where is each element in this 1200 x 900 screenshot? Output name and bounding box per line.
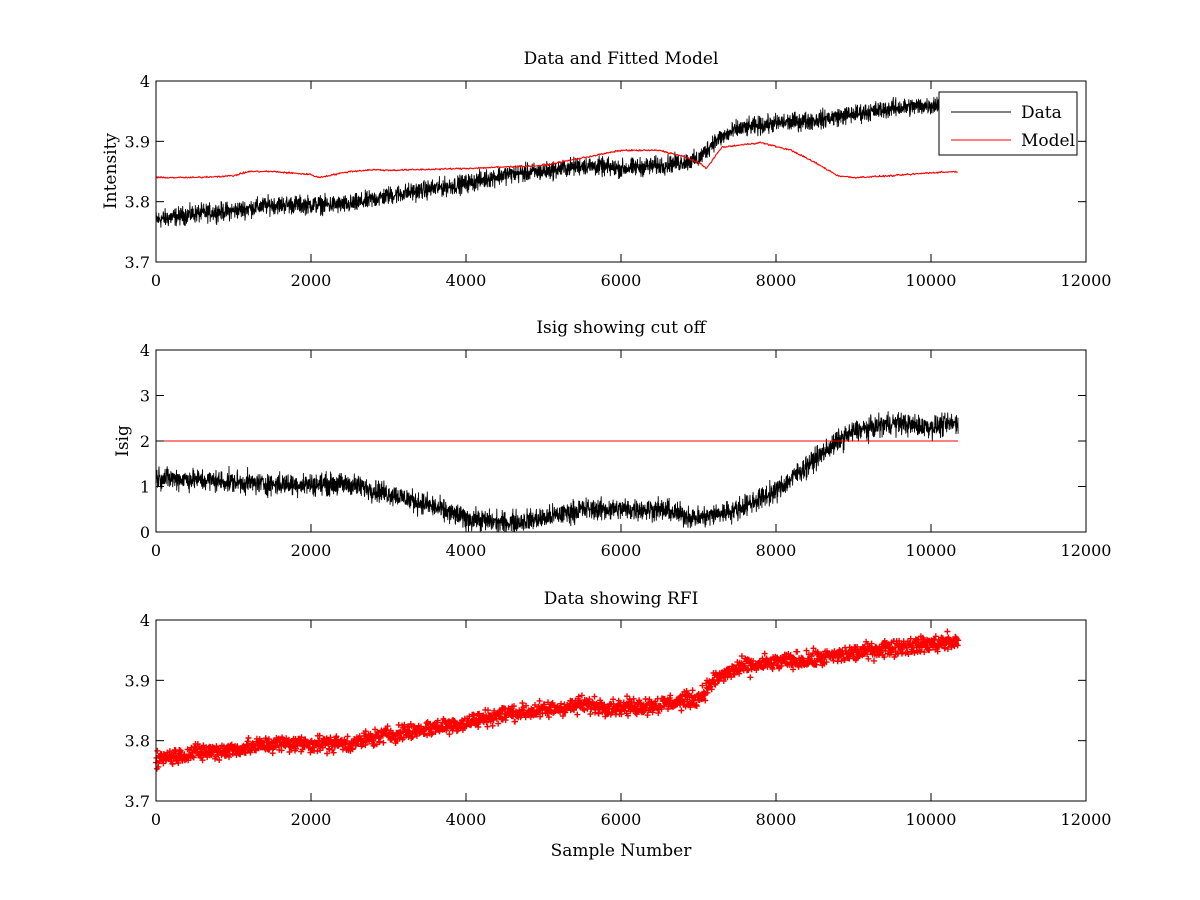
subplot-1-title: Data and Fitted Model bbox=[524, 49, 719, 69]
x-tick-label: 10000 bbox=[906, 810, 957, 829]
x-tick-label: 0 bbox=[151, 541, 161, 560]
y-tick-label: 3.8 bbox=[125, 732, 150, 751]
subplot-2: Isig showing cut off Isig 0 2000 4000 6000 8… bbox=[113, 318, 1111, 560]
series-model-line bbox=[155, 141, 958, 179]
y-tick-label: 3.7 bbox=[125, 792, 150, 811]
x-tick-label: 12000 bbox=[1061, 541, 1112, 560]
legend-label-data: Data bbox=[1021, 103, 1062, 123]
y-tick-label: 2 bbox=[140, 432, 150, 451]
x-tick-label: 4000 bbox=[446, 271, 487, 290]
y-tick-label: 3.9 bbox=[125, 132, 150, 151]
subplot-1-ticks: 0 2000 4000 6000 8000 10000 12000 3.7 3.8 3.9 4 bbox=[125, 72, 1112, 290]
subplot-3-xlabel: Sample Number bbox=[551, 841, 693, 861]
subplot-3-title: Data showing RFI bbox=[544, 589, 699, 609]
y-tick-label: 3.8 bbox=[125, 193, 150, 212]
x-tick-label: 2000 bbox=[291, 271, 332, 290]
y-tick-label: 3.7 bbox=[125, 253, 150, 272]
x-tick-label: 10000 bbox=[906, 271, 957, 290]
x-tick-label: 4000 bbox=[446, 541, 487, 560]
y-tick-label: 4 bbox=[140, 611, 150, 630]
x-tick-label: 10000 bbox=[906, 541, 957, 560]
subplot-3-ticks: 0 2000 4000 6000 8000 10000 12000 3.7 3.8 3.9 4 bbox=[125, 611, 1112, 829]
y-tick-label: 0 bbox=[140, 523, 150, 542]
x-tick-label: 6000 bbox=[601, 271, 642, 290]
x-tick-label: 12000 bbox=[1061, 271, 1112, 290]
legend-box bbox=[938, 91, 1078, 156]
series-isig-line bbox=[155, 411, 959, 533]
subplot-1: Data and Fitted Model Intensity 0 2000 400… bbox=[101, 49, 1111, 290]
x-tick-label: 0 bbox=[151, 271, 161, 290]
x-tick-label: 8000 bbox=[756, 810, 797, 829]
x-tick-label: 4000 bbox=[446, 810, 487, 829]
subplot-1-legend: Data Model bbox=[938, 91, 1078, 156]
subplot-2-ylabel: Isig bbox=[113, 425, 133, 457]
subplot-2-ticks: 0 2000 4000 6000 8000 10000 12000 0 1 2 3 4 bbox=[140, 341, 1112, 560]
y-tick-label: 3 bbox=[140, 387, 150, 406]
x-tick-label: 12000 bbox=[1061, 810, 1112, 829]
x-tick-label: 8000 bbox=[756, 271, 797, 290]
y-tick-label: 1 bbox=[140, 478, 150, 497]
x-tick-label: 6000 bbox=[601, 541, 642, 560]
series-data-line bbox=[155, 94, 959, 228]
y-tick-label: 4 bbox=[140, 341, 150, 360]
x-tick-label: 0 bbox=[151, 810, 161, 829]
subplot-3: Data showing RFI 0 2000 4000 6000 8000 10000 1… bbox=[125, 589, 1112, 861]
subplot-1-ylabel: Intensity bbox=[101, 133, 121, 209]
legend-label-model: Model bbox=[1021, 131, 1075, 151]
x-tick-label: 2000 bbox=[291, 810, 332, 829]
y-tick-label: 3.9 bbox=[125, 671, 150, 690]
x-tick-label: 8000 bbox=[756, 541, 797, 560]
x-tick-label: 2000 bbox=[291, 541, 332, 560]
subplot-1-data bbox=[155, 94, 959, 228]
subplot-2-data bbox=[155, 411, 959, 533]
subplot-2-title: Isig showing cut off bbox=[536, 318, 707, 338]
y-tick-label: 4 bbox=[140, 72, 150, 91]
x-tick-label: 6000 bbox=[601, 810, 642, 829]
